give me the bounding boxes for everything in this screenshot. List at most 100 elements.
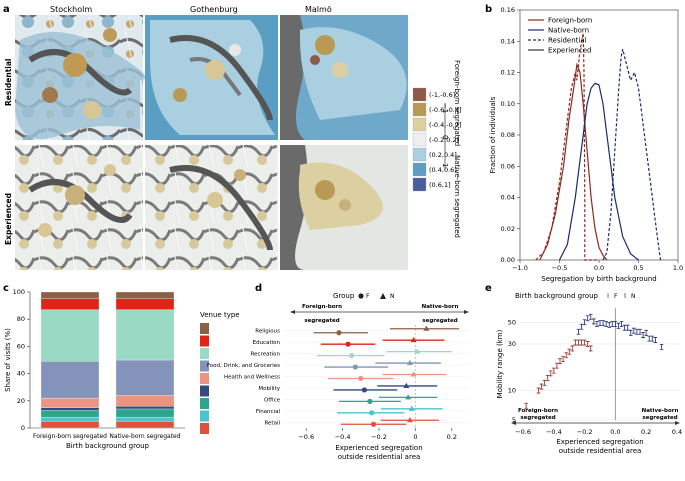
chart-c: 0 20 40 60 80 100 Share of visits (%) Foreign-b…	[4, 288, 240, 450]
stack-segment	[115, 406, 175, 410]
point-f-cap	[564, 352, 568, 359]
stack-segment	[40, 416, 100, 422]
y-tick-label: 0.14	[501, 37, 515, 45]
point-n-cap	[604, 321, 608, 327]
stack-segment	[40, 407, 100, 411]
x-tick-label: −0.2	[371, 433, 387, 441]
y-tick-label: 0.04	[501, 194, 515, 202]
x-tick-label: 0.4	[672, 428, 682, 436]
y-tick-label: 0.10	[501, 100, 515, 108]
stack-segment	[40, 421, 100, 429]
right-direction-label-2: segregated	[642, 415, 677, 421]
legend-swatch	[200, 410, 209, 422]
stack-segment	[115, 309, 175, 361]
legend-swatch	[200, 323, 209, 334]
map-malmo-residential	[280, 15, 408, 140]
x-tick-label: −0.6	[298, 433, 314, 441]
x-tick-label: 0	[413, 433, 417, 441]
stack-segment	[40, 397, 100, 408]
x-tick-label: −0.5	[552, 264, 568, 272]
x-tick-label: 0.0	[594, 264, 604, 272]
point-f	[361, 387, 368, 393]
chart-b: −1.0 −0.5 0.0 0.5 1.0 0.00 0.02 0.04 0.06 0.08 0.1…	[489, 6, 683, 283]
legend-label: F	[366, 293, 370, 300]
stack-segment	[40, 410, 100, 418]
y-tick-label: 5	[512, 416, 516, 424]
point-n-cap	[641, 332, 645, 338]
point-n-cap	[650, 335, 655, 342]
chart-d: Group F N Foreign-born segregated Native-born…	[207, 292, 470, 461]
x-axis-label: Experienced segregation	[335, 444, 422, 452]
point-f	[369, 410, 375, 416]
point-n-cap	[644, 329, 648, 336]
legend-swatch	[412, 162, 427, 177]
x-axis-label: Experienced segregation	[556, 438, 643, 446]
x-tick-label: 0.0	[610, 428, 620, 436]
point-n-cap	[582, 319, 587, 326]
legend-swatch	[412, 87, 427, 102]
y-tick-label: 0.12	[501, 69, 515, 77]
point-f-cap	[536, 387, 541, 394]
point-f	[345, 341, 351, 347]
panel-b-label: b	[485, 4, 492, 15]
stack-segment	[115, 421, 175, 429]
map-gothenburg-residential	[145, 15, 278, 140]
y-axis-label: Fraction of individuals	[489, 96, 497, 173]
point-n	[410, 336, 417, 343]
category-label: Office	[264, 397, 281, 403]
point-f-cap	[539, 383, 544, 390]
x-tick-label: 0.2	[641, 428, 651, 436]
stack-segment	[115, 395, 175, 407]
legend-marker-n: I	[624, 292, 626, 300]
point-n-cap	[653, 337, 658, 343]
point-f-cap	[588, 345, 593, 352]
legend-label: Foreign-born	[548, 17, 592, 25]
legend-side-top: Foreign-born segregated	[453, 60, 461, 146]
legend-title: Venue type	[200, 311, 240, 319]
category-label: Recreation	[251, 352, 281, 358]
point-n-cap	[616, 322, 621, 329]
left-direction-label: Foreign-born	[518, 408, 558, 414]
map-stockholm-experienced	[15, 145, 143, 270]
point-f	[349, 353, 355, 359]
y-tick-label: 30	[508, 340, 516, 348]
point-f-cap	[585, 341, 590, 347]
stack-segment	[115, 416, 175, 422]
point-f	[358, 375, 364, 382]
point-n-cap	[632, 327, 636, 334]
point-n-cap	[601, 320, 605, 327]
y-tick-label: 100	[13, 288, 25, 296]
panel-d-label: d	[255, 283, 262, 294]
legend-swatch	[200, 360, 209, 372]
panel-a-label: a	[3, 4, 10, 15]
x-axis-label: Segregation by birth background	[541, 275, 656, 283]
legend-swatch	[412, 147, 427, 162]
point-f	[370, 421, 377, 427]
point-f-cap	[576, 339, 581, 346]
x-axis-label-2: outside residential area	[338, 453, 421, 461]
point-f-cap	[545, 374, 550, 381]
legend-swatch	[412, 177, 427, 192]
y-tick-label: 80	[17, 315, 25, 323]
point-f-cap	[579, 339, 584, 346]
legend-swatch	[412, 102, 427, 117]
point-f-cap	[567, 348, 572, 355]
legend-tick-pos: 1	[441, 163, 449, 167]
point-f-cap	[570, 345, 575, 352]
stack-segment	[40, 309, 100, 362]
point-n-cap	[638, 328, 642, 335]
legend-tick-zero: 0	[441, 135, 449, 139]
y-tick-label: 50	[508, 318, 516, 326]
legend-swatch	[200, 423, 209, 434]
point-f-cap	[542, 379, 547, 386]
legend-label: N	[631, 293, 636, 300]
legend-label: F	[614, 293, 618, 300]
point-n	[405, 394, 412, 400]
point-f-cap	[524, 402, 528, 409]
point-n-cap	[595, 321, 599, 327]
right-direction-label: Native-born	[642, 408, 679, 414]
category-label: Health and Wellness	[224, 375, 280, 381]
point-f-cap	[552, 367, 556, 374]
legend-label: Residential	[548, 37, 587, 45]
